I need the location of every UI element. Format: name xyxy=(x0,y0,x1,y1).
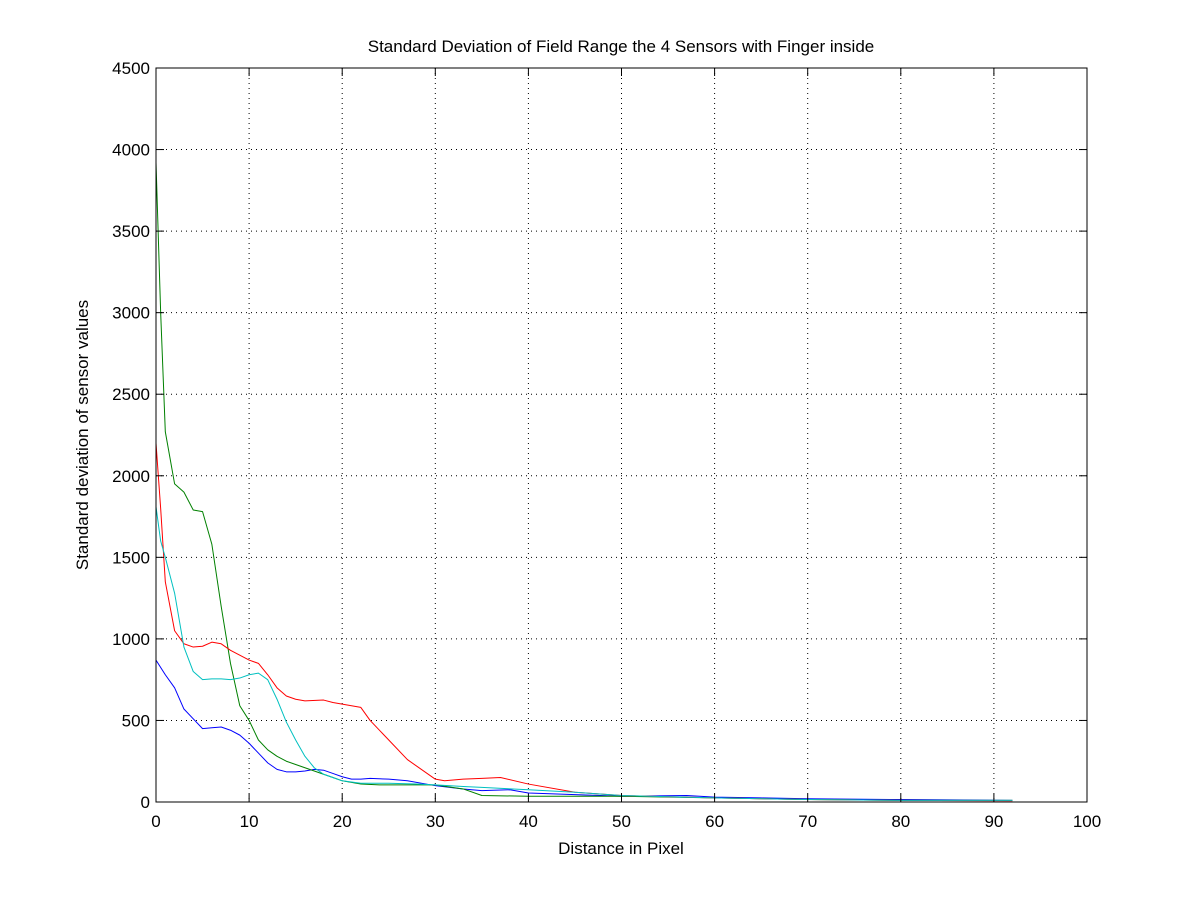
y-tick-label: 2500 xyxy=(112,385,150,404)
x-tick-label: 0 xyxy=(151,812,160,831)
series-line-4 xyxy=(155,506,1013,801)
x-tick-label: 70 xyxy=(798,812,817,831)
x-tick-label: 40 xyxy=(519,812,538,831)
y-tick-label: 2000 xyxy=(112,467,150,486)
x-tick-label: 100 xyxy=(1073,812,1101,831)
x-tick-label: 50 xyxy=(612,812,631,831)
series-line-2 xyxy=(155,162,1013,801)
y-tick-label: 1000 xyxy=(112,630,150,649)
y-axis-label: Standard deviation of sensor values xyxy=(73,300,92,570)
series-line-1 xyxy=(155,659,1013,801)
ticks: 0 10 20 30 40 50 60 70 80 90 100050010001500200025… xyxy=(112,59,1101,831)
y-tick-label: 500 xyxy=(122,711,150,730)
x-tick-label: 10 xyxy=(240,812,259,831)
y-tick-label: 0 xyxy=(141,793,150,812)
y-tick-label: 4500 xyxy=(112,59,150,78)
series-line-3 xyxy=(155,443,1013,802)
y-tick-label: 3500 xyxy=(112,222,150,241)
x-tick-label: 60 xyxy=(705,812,724,831)
y-tick-label: 1500 xyxy=(112,548,150,567)
x-tick-label: 30 xyxy=(426,812,445,831)
chart-title: Standard Deviation of Field Range the 4 … xyxy=(368,37,875,56)
x-axis-label: Distance in Pixel xyxy=(558,839,684,858)
x-tick-label: 20 xyxy=(333,812,352,831)
series-layer xyxy=(155,162,1013,802)
x-tick-label: 90 xyxy=(984,812,1003,831)
grid xyxy=(156,68,1087,802)
plot-area xyxy=(156,68,1087,802)
y-tick-label: 3000 xyxy=(112,304,150,323)
y-tick-label: 4000 xyxy=(112,141,150,160)
x-tick-label: 80 xyxy=(891,812,910,831)
